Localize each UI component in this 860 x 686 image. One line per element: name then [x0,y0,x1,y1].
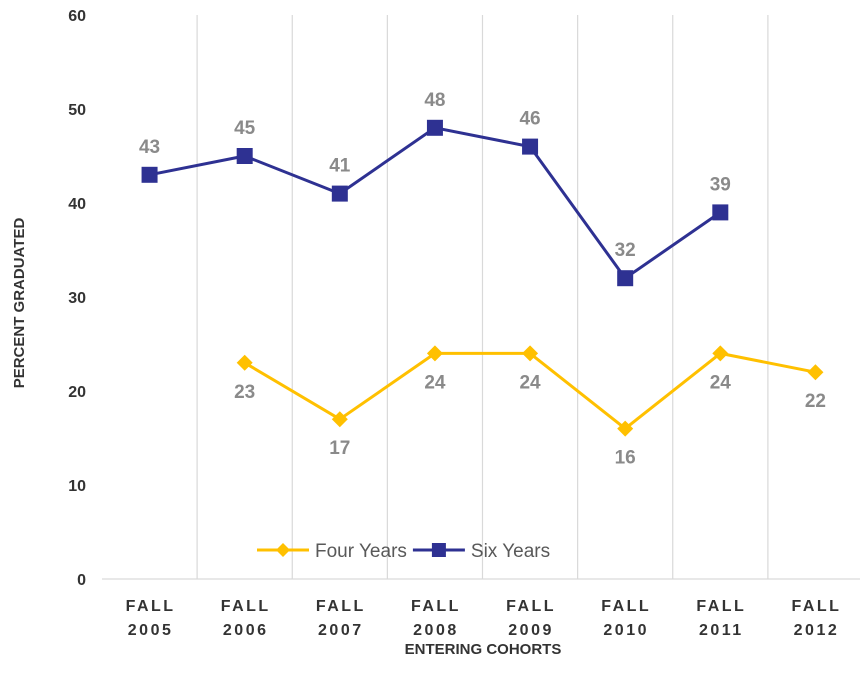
y-tick-label: 50 [68,102,86,119]
data-point-six-years [426,119,443,136]
data-labels: 23 17 24 24 16 24 22 43 45 41 48 46 32 39 [139,90,826,469]
data-label-six-years: 43 [139,137,160,158]
y-tick-label: 0 [77,572,86,589]
legend-label-six-years: Six Years [471,541,550,562]
data-label-four-years: 24 [710,372,732,393]
x-tick-label: 2012 [794,622,840,639]
x-tick-label: FALL [411,598,461,615]
y-axis-title: PERCENT GRADUATED [11,218,28,389]
x-tick-label: FALL [791,598,841,615]
data-point-four-years [331,411,348,428]
y-tick-label: 40 [68,196,86,213]
x-tick-label: FALL [506,598,556,615]
data-point-four-years [522,345,539,362]
data-label-four-years: 24 [424,372,446,393]
x-tick-label: FALL [126,598,176,615]
gridlines [102,15,860,580]
data-point-four-years [712,345,729,362]
x-tick-label: FALL [601,598,651,615]
data-point-six-years [522,138,539,155]
legend: Four Years Six Years [257,541,550,562]
legend-marker-four-years [276,543,290,557]
x-tick-label: 2010 [603,622,649,639]
data-label-six-years: 32 [615,240,636,261]
data-label-four-years: 23 [234,382,255,403]
data-label-six-years: 45 [234,118,256,139]
legend-marker-six-years [431,543,446,557]
x-tick-label: 2011 [699,622,744,639]
data-label-six-years: 41 [329,156,351,177]
data-label-four-years: 17 [329,438,350,459]
legend-label-four-years: Four Years [315,541,407,562]
data-point-six-years [141,166,158,183]
y-tick-label: 30 [68,290,86,307]
x-tick-label: 2006 [223,622,269,639]
y-axis-ticks: 0 10 20 30 40 50 60 [68,8,86,589]
x-tick-label: 2009 [508,622,554,639]
y-tick-label: 10 [68,478,86,495]
data-label-six-years: 46 [519,109,540,130]
y-tick-label: 60 [68,8,86,25]
data-point-six-years [331,185,348,202]
data-point-four-years [807,364,824,381]
x-tick-label: 2008 [413,622,459,639]
x-tick-label: 2005 [128,622,174,639]
data-point-six-years [712,204,729,221]
data-label-four-years: 24 [519,372,541,393]
data-label-six-years: 48 [424,90,445,111]
data-point-four-years [426,345,443,362]
data-point-four-years [236,354,253,371]
x-tick-label: 2007 [318,622,364,639]
y-tick-label: 20 [68,384,86,401]
data-label-four-years: 22 [805,391,826,412]
data-point-four-years [617,420,634,437]
x-tick-label: FALL [221,598,271,615]
data-label-four-years: 16 [615,448,636,469]
x-tick-label: FALL [696,598,746,615]
data-label-six-years: 39 [710,174,731,195]
x-axis-ticks: FALL 2005 FALL 2006 FALL 2007 FALL 2008 FALL 2009… [126,598,841,639]
x-axis-title: ENTERING COHORTS [405,641,562,658]
data-point-six-years [617,270,634,287]
data-point-six-years [236,148,253,164]
series-group [141,119,824,437]
x-tick-label: FALL [316,598,366,615]
